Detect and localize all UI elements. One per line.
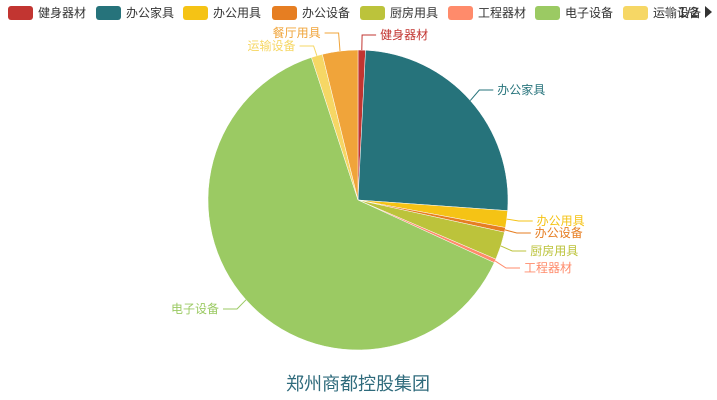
legend-item[interactable]: 办公用具 [183,5,261,20]
slice-label: 餐厅用具 [273,25,321,40]
slice-label: 办公家具 [497,82,545,97]
legend-item[interactable]: 办公家具 [96,5,174,20]
label-leader-line [494,260,520,269]
legend-label: 健身器材 [38,5,86,20]
label-leader-line [504,229,531,234]
legend-label: 厨房用具 [390,5,438,20]
slice-label: 办公用具 [537,213,585,228]
label-leader-line [361,34,377,51]
label-leader-line [223,299,247,310]
slice-label: 办公设备 [535,225,583,240]
label-leader-line [324,32,341,52]
legend-pager: 1/2 [664,6,712,21]
legend-item[interactable]: 健身器材 [8,5,86,20]
legend-item[interactable]: 运输设备 [623,5,701,20]
slice-label: 工程器材 [524,260,572,275]
legend-label: 工程器材 [478,5,526,20]
legend-label: 运输设备 [653,5,701,20]
legend-next-arrow-icon[interactable] [705,6,712,18]
label-leader-line [506,218,533,222]
slice-label: 健身器材 [380,27,428,42]
legend-swatch [448,6,473,20]
label-leader-line [469,89,494,101]
pie-slice[interactable] [207,57,495,351]
legend-swatch [272,6,297,20]
legend-label: 办公用具 [213,5,261,20]
pie-slice[interactable] [357,49,509,211]
label-leader-line [500,245,527,252]
legend: 健身器材 办公家具 办公用具 办公设备 厨房用具 工程器材 电子设备 运输设备 [8,5,701,20]
legend-item[interactable]: 工程器材 [448,5,526,20]
slice-label: 厨房用具 [530,243,578,258]
slice-label: 运输设备 [248,38,296,53]
legend-label: 办公家具 [126,5,174,20]
legend-swatch [623,6,648,20]
legend-item[interactable]: 厨房用具 [360,5,438,20]
legend-prev-arrow-icon[interactable] [664,6,671,18]
legend-swatch [96,6,121,20]
slice-label: 电子设备 [171,302,219,316]
legend-label: 电子设备 [565,6,613,20]
legend-label: 办公设备 [302,5,350,20]
legend-swatch [535,6,560,20]
legend-swatch [183,6,208,20]
legend-item[interactable]: 电子设备 [535,6,613,20]
legend-item[interactable]: 办公设备 [272,5,350,20]
slices [207,49,509,351]
legend-swatch [8,6,33,20]
label-leader-line [299,45,318,56]
legend-swatch [360,6,385,20]
chart-title: 郑州商都控股集团 [286,374,430,395]
legend-page-indicator: 1/2 [678,6,699,21]
